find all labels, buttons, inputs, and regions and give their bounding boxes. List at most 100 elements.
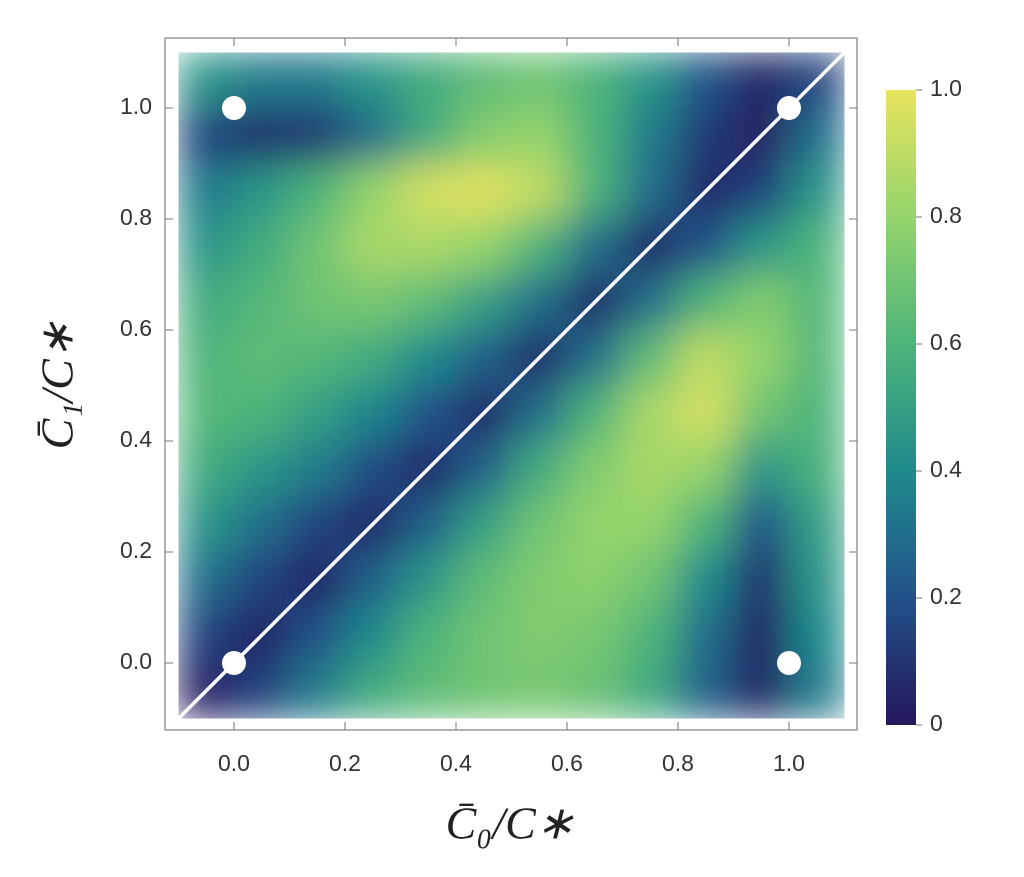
heat-cell <box>733 163 790 220</box>
heat-cell <box>289 440 346 497</box>
heat-cell <box>233 385 290 442</box>
heat-cell <box>344 440 401 497</box>
heat-cell <box>788 385 845 442</box>
heat-cell <box>178 107 235 164</box>
heat-cell <box>733 385 790 442</box>
heat-cell <box>733 551 790 608</box>
heat-cell <box>511 385 568 442</box>
heat-cell <box>733 218 790 275</box>
colorbar-tick-label: 0.6 <box>930 329 962 355</box>
x-tick-label: 0.6 <box>551 750 583 776</box>
heat-cell <box>344 163 401 220</box>
heat-cell <box>400 329 457 386</box>
heat-cell <box>622 107 679 164</box>
heat-cell <box>178 385 235 442</box>
heat-cell <box>344 274 401 331</box>
heat-cell <box>455 440 512 497</box>
y-axis-label: C̄₁/C∗ <box>32 321 83 450</box>
heat-cell <box>622 551 679 608</box>
x-tick-label: 0.0 <box>218 750 250 776</box>
heat-cell <box>178 274 235 331</box>
heat-cell <box>344 107 401 164</box>
heat-cell <box>511 496 568 553</box>
heat-cell <box>511 274 568 331</box>
heat-cell <box>400 107 457 164</box>
heat-cell <box>622 496 679 553</box>
colorbar-tick-label: 0.2 <box>930 583 962 609</box>
heat-cell <box>289 274 346 331</box>
heat-cell <box>566 440 623 497</box>
heat-cell <box>622 607 679 664</box>
x-tick-label: 1.0 <box>773 750 805 776</box>
heat-cell <box>622 163 679 220</box>
heat-cell <box>788 440 845 497</box>
heat-cell <box>677 551 734 608</box>
heat-cell <box>400 385 457 442</box>
heat-cell <box>566 496 623 553</box>
heat-cell <box>511 218 568 275</box>
heat-cell <box>788 163 845 220</box>
heat-cell <box>511 163 568 220</box>
heat-cell <box>289 496 346 553</box>
heat-cell <box>566 329 623 386</box>
heat-cell <box>622 329 679 386</box>
heat-cell <box>733 52 790 109</box>
heat-cell <box>511 607 568 664</box>
heat-cell <box>455 274 512 331</box>
heat-cell <box>733 496 790 553</box>
heat-cell <box>178 163 235 220</box>
heat-cell <box>677 440 734 497</box>
heat-cell <box>511 52 568 109</box>
heat-cell <box>289 163 346 220</box>
heat-cell <box>289 218 346 275</box>
heat-cell <box>233 218 290 275</box>
heat-cell <box>233 274 290 331</box>
heat-cell <box>455 107 512 164</box>
heat-cell <box>677 274 734 331</box>
heat-cell <box>677 607 734 664</box>
heat-cell <box>233 440 290 497</box>
heat-cell <box>677 329 734 386</box>
heat-cell <box>733 274 790 331</box>
heat-cell <box>178 329 235 386</box>
y-tick-label: 1.0 <box>120 93 152 119</box>
heat-cell <box>622 440 679 497</box>
heat-cell <box>455 607 512 664</box>
heat-cell <box>289 385 346 442</box>
heat-cell <box>233 107 290 164</box>
heat-cell <box>400 218 457 275</box>
heat-cell <box>400 496 457 553</box>
heat-cell <box>455 329 512 386</box>
heat-cell <box>400 607 457 664</box>
heat-cell <box>566 107 623 164</box>
heat-cell <box>455 551 512 608</box>
heat-cell <box>400 662 457 719</box>
heat-cell <box>566 385 623 442</box>
colorbar <box>886 90 916 725</box>
heat-cell <box>344 218 401 275</box>
heat-cell <box>233 329 290 386</box>
heat-cell <box>788 329 845 386</box>
heat-cell <box>344 662 401 719</box>
heat-cell <box>788 662 845 719</box>
heat-cell <box>622 52 679 109</box>
y-tick-label: 0.4 <box>120 426 152 452</box>
heat-cell <box>788 274 845 331</box>
heat-cell <box>677 662 734 719</box>
heat-cell <box>788 218 845 275</box>
heat-cell <box>788 551 845 608</box>
heat-cell <box>788 607 845 664</box>
x-tick-label: 0.8 <box>662 750 694 776</box>
heat-cell <box>788 107 845 164</box>
heat-cell <box>344 607 401 664</box>
colorbar-tick-label: 0.4 <box>930 456 962 482</box>
heat-cell <box>733 607 790 664</box>
heat-cell <box>677 218 734 275</box>
heat-cell <box>289 107 346 164</box>
point <box>222 651 246 675</box>
heat-cell <box>788 496 845 553</box>
heat-cell <box>289 607 346 664</box>
heat-cell <box>233 163 290 220</box>
heat-cell <box>677 385 734 442</box>
heat-cell <box>455 496 512 553</box>
